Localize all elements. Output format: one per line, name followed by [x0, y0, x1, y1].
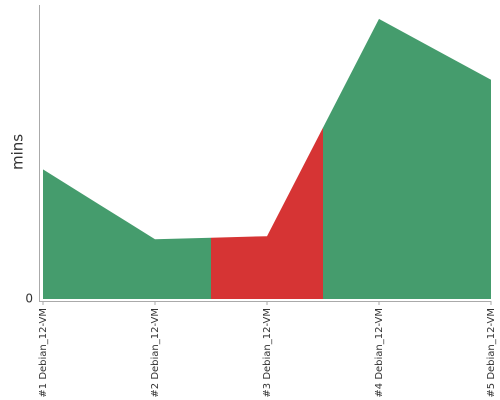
y-axis-label: mins: [9, 134, 27, 170]
x-tick-label: #1 Debian_12-VM: [38, 308, 49, 398]
x-tick-label: #4 Debian_12-VM: [374, 308, 385, 398]
area-segment: [43, 169, 99, 299]
area-segment: [435, 49, 491, 300]
x-tick-label: #3 Debian_12-VM: [262, 308, 273, 398]
x-tick-label: #5 Debian_12-VM: [486, 308, 497, 398]
area-segment: [211, 127, 323, 299]
area-segment: [323, 18, 435, 299]
x-tick-label: #2 Debian_12-VM: [150, 308, 161, 398]
y-tick-label: 0: [25, 292, 33, 306]
area-segment: [99, 204, 211, 299]
